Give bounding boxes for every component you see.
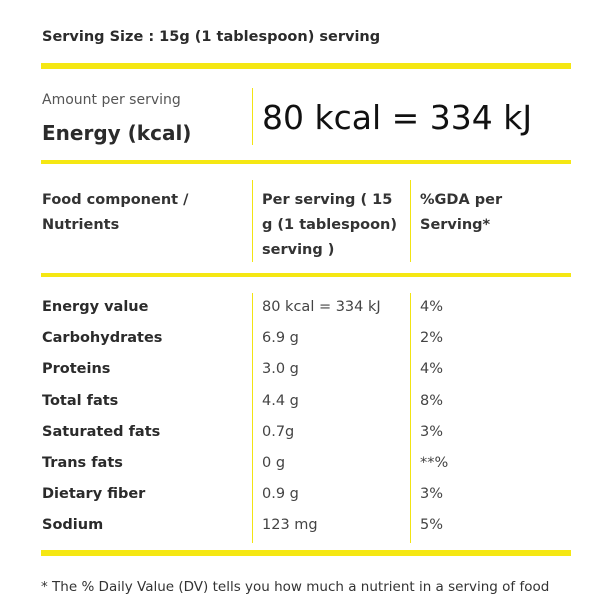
nutrient-name: Energy value <box>42 299 149 315</box>
header-gda: %GDA per Serving* <box>420 192 503 233</box>
nutrient-name: Saturated fats <box>42 424 161 440</box>
serving-size: Serving Size : 15g (1 tablespoon) servin… <box>42 29 381 45</box>
nutrient-value: 0 g <box>262 455 286 471</box>
amount-per-serving-label: Amount per serving <box>42 92 181 108</box>
nutrient-gda: 3% <box>420 424 444 440</box>
energy-value: 80 kcal = 334 kJ <box>262 98 533 137</box>
nutrient-name: Proteins <box>42 361 111 377</box>
divider-bar <box>41 160 571 164</box>
footnote: * The % Daily Value (DV) tells you how m… <box>41 579 550 595</box>
nutrient-name: Trans fats <box>42 455 123 471</box>
nutrient-value: 80 kcal = 334 kJ <box>262 299 381 315</box>
column-divider <box>410 293 411 543</box>
nutrient-name: Total fats <box>42 393 119 409</box>
nutrient-gda: **% <box>420 455 449 471</box>
nutrient-value: 123 mg <box>262 517 318 533</box>
nutrient-value: 3.0 g <box>262 361 299 377</box>
nutrient-value: 0.7g <box>262 424 295 440</box>
nutrient-name: Dietary fiber <box>42 486 146 502</box>
divider-bar <box>41 550 571 556</box>
energy-label: Energy (kcal) <box>42 121 192 145</box>
divider-bar <box>41 273 571 277</box>
header-per-serving: Per serving ( 15 g (1 tablespoon) servin… <box>262 192 397 258</box>
nutrient-gda: 2% <box>420 330 444 346</box>
nutrient-name: Sodium <box>42 517 104 533</box>
column-divider <box>252 293 253 543</box>
nutrient-gda: 3% <box>420 486 444 502</box>
divider-bar <box>41 63 571 69</box>
nutrient-value: 4.4 g <box>262 393 299 409</box>
nutrient-gda: 8% <box>420 393 444 409</box>
nutrient-gda: 4% <box>420 299 444 315</box>
nutrient-value: 0.9 g <box>262 486 299 502</box>
header-food-component: Food component / Nutrients <box>42 192 189 233</box>
nutrient-gda: 4% <box>420 361 444 377</box>
column-divider <box>252 180 253 262</box>
column-divider <box>252 88 253 145</box>
nutrient-value: 6.9 g <box>262 330 299 346</box>
column-divider <box>410 180 411 262</box>
nutrient-gda: 5% <box>420 517 444 533</box>
nutrient-name: Carbohydrates <box>42 330 163 346</box>
